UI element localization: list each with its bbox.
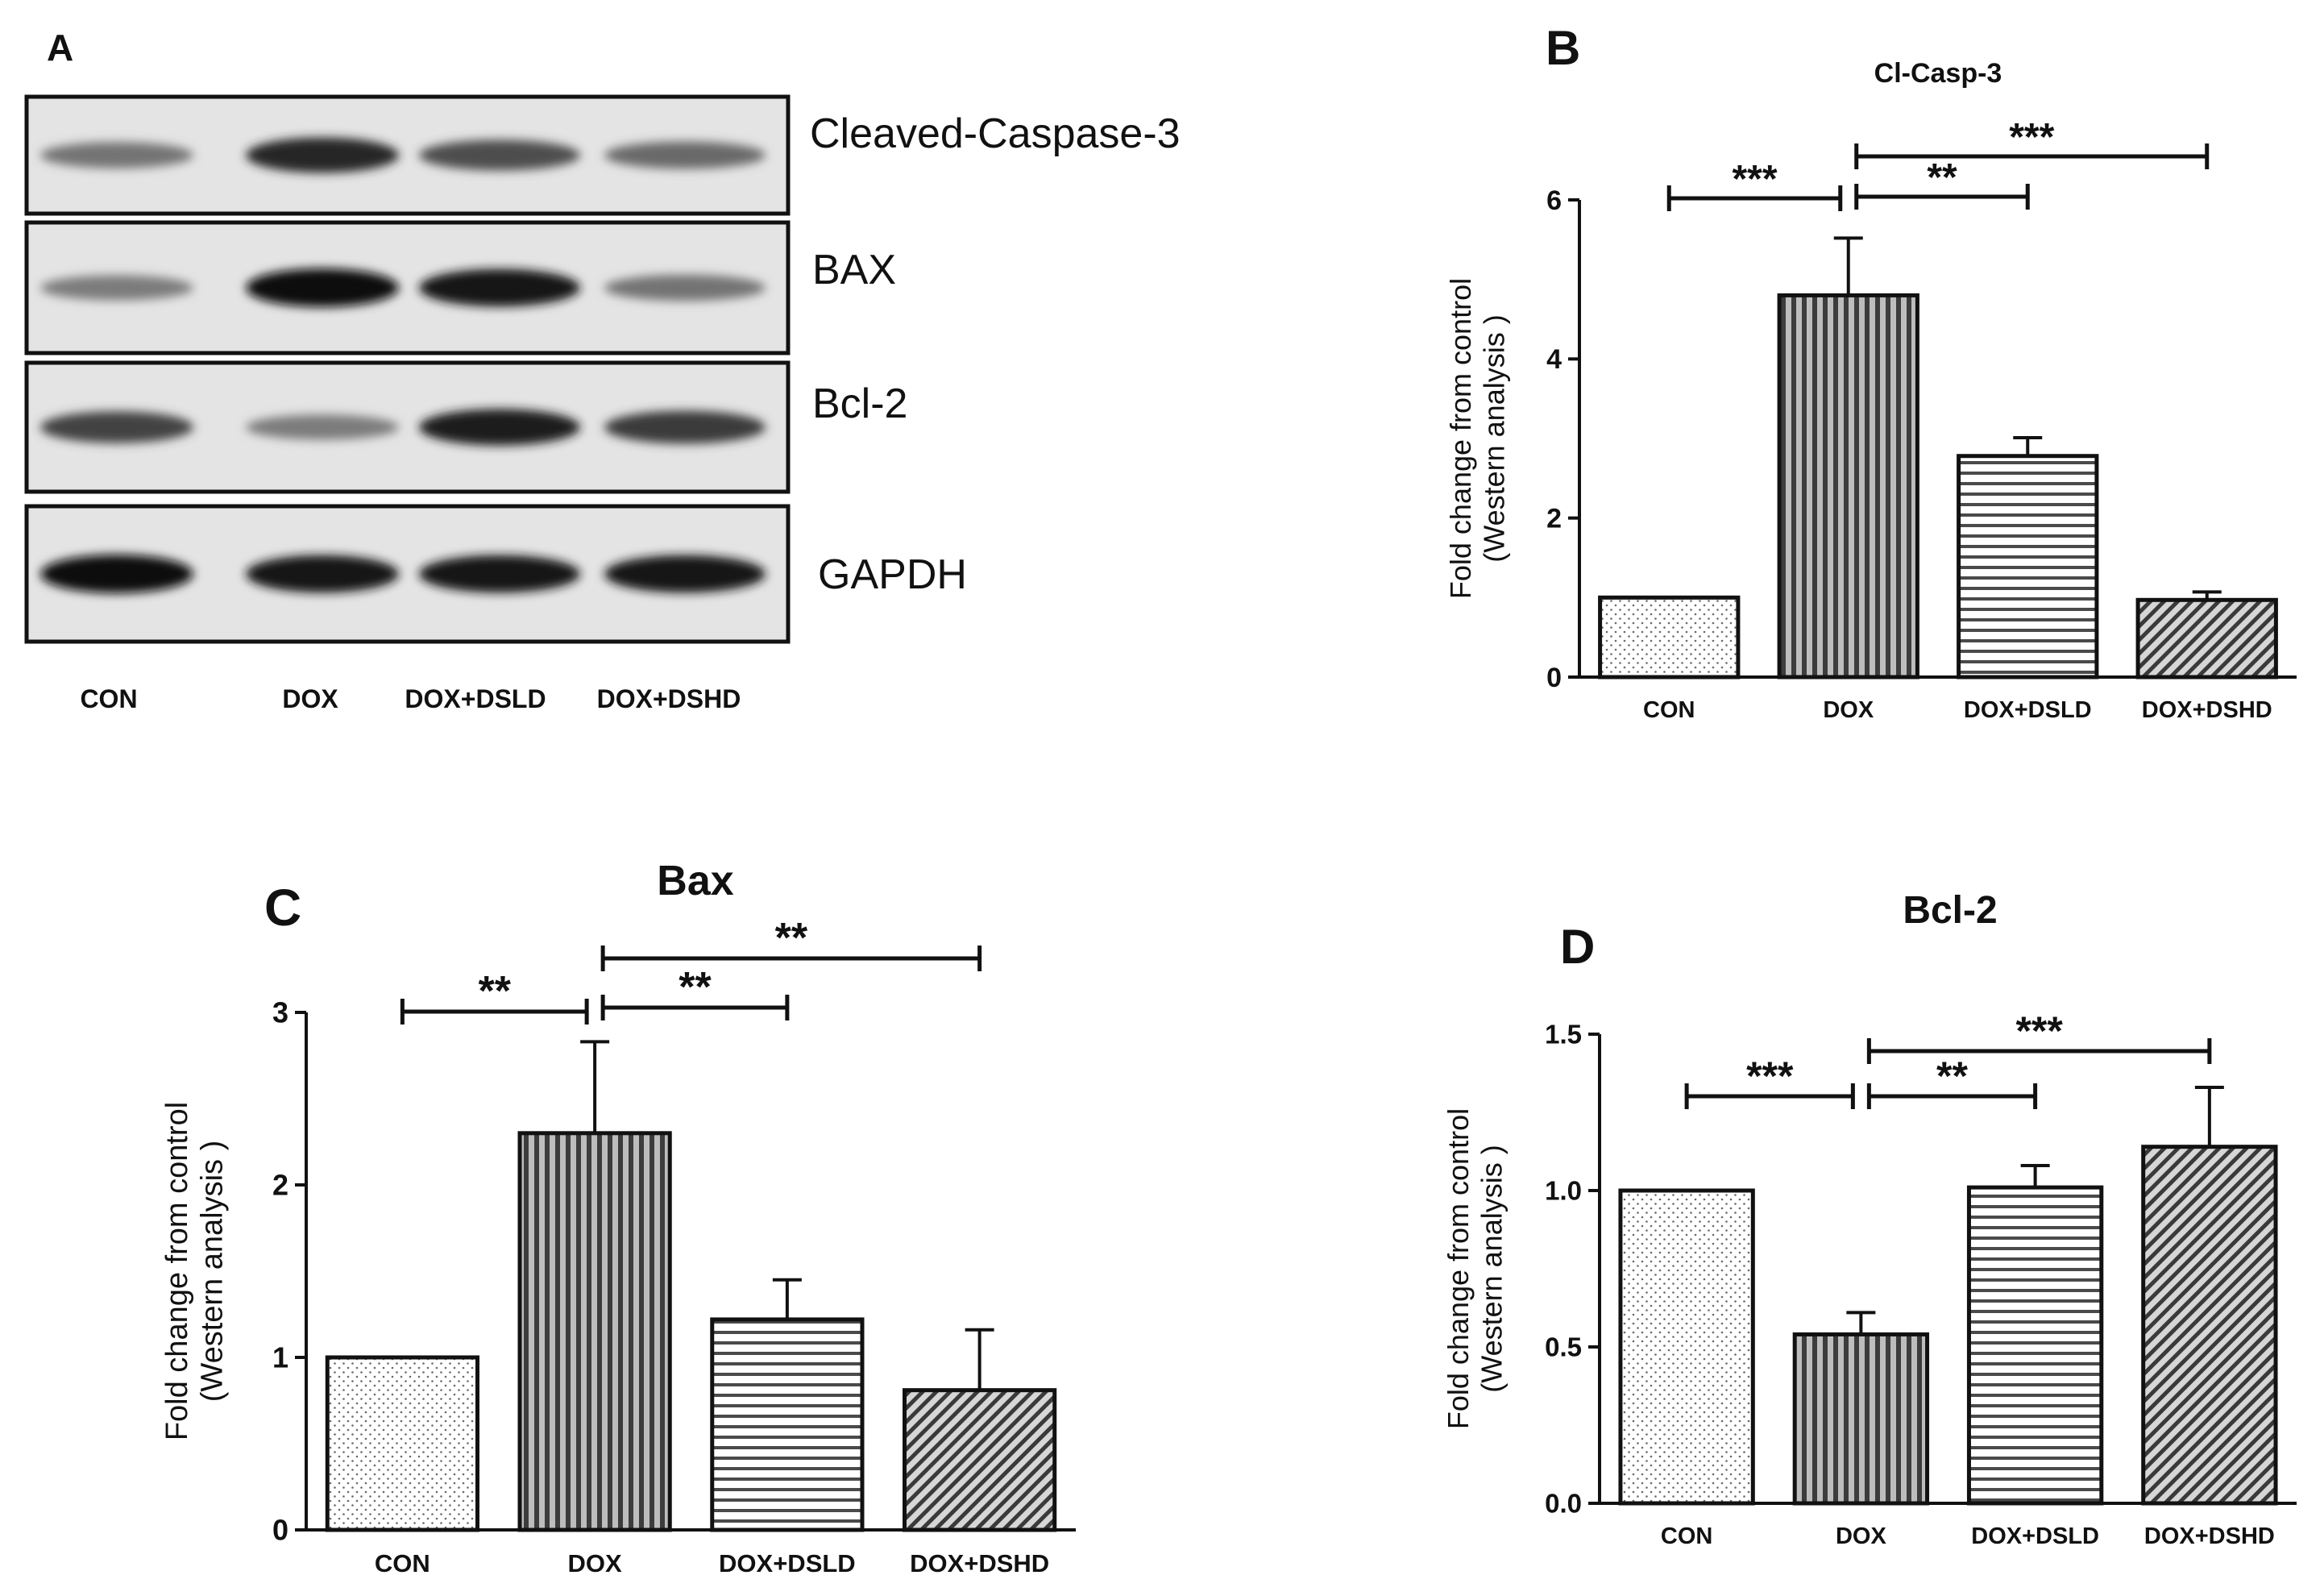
blot-row: Cleaved-Caspase-3 [24, 94, 1181, 216]
western-blot-panel: A Cleaved-Caspase-3 BAX Bcl-2 GAPDH CON DOX D… [24, 27, 1181, 713]
x-tick-label: CON [375, 1549, 430, 1577]
significance-label: ** [679, 964, 712, 1011]
y-tick-label: 1 [272, 1341, 288, 1374]
blot-band [246, 137, 399, 173]
y-tick-label: 3 [272, 996, 288, 1029]
bcl-2-bar-chart: D Bcl-2 Fold change from control (Western a… [1442, 889, 2297, 1549]
y-axis-label: (Western analysis ) [1477, 314, 1510, 562]
bar [1598, 595, 1741, 680]
significance-label: *** [2015, 1008, 2063, 1054]
x-tick-label: CON [1661, 1523, 1712, 1549]
panel-a-label: A [47, 27, 73, 69]
bar [1957, 454, 2099, 680]
blot-lane-label: DOX+DSHD [597, 684, 741, 713]
bar [710, 1317, 865, 1532]
significance-label: ** [479, 968, 512, 1015]
blot-label: GAPDH [818, 551, 967, 598]
x-tick-label: DOX+DSLD [1971, 1523, 2099, 1549]
y-tick-label: 0 [1546, 663, 1562, 693]
blot-band [40, 555, 193, 593]
x-tick-label: DOX [1836, 1523, 1887, 1549]
blot-band [419, 409, 580, 446]
blot-label: Cleaved-Caspase-3 [810, 110, 1181, 157]
x-tick-label: CON [1643, 697, 1695, 723]
blot-band [604, 555, 766, 593]
blot-band [40, 275, 193, 301]
significance-label: *** [1732, 158, 1777, 201]
blot-lane-label: DOX+DSLD [405, 684, 546, 713]
blot-band [604, 274, 766, 301]
y-axis-label: (Western analysis ) [196, 1141, 230, 1403]
y-axis-label: Fold change from control [160, 1102, 194, 1440]
y-tick-label: 2 [272, 1169, 288, 1202]
cl-casp-3-bar-chart: B Cl-Casp-3 Fold change from control (Weste… [1444, 21, 2297, 723]
bar [1966, 1185, 2104, 1506]
blot-row: BAX [24, 220, 896, 355]
blot-lane-label: CON [80, 684, 137, 713]
x-tick-label: DOX+DSLD [1964, 697, 2092, 723]
blot-band [40, 142, 193, 168]
y-tick-label: 0.0 [1545, 1489, 1582, 1519]
chart-title: Bcl-2 [1903, 889, 1997, 932]
blot-band [419, 139, 580, 171]
blot-band [246, 414, 399, 440]
significance-label: ** [1936, 1054, 1968, 1099]
panel-label: B [1546, 21, 1580, 75]
blot-band [40, 411, 193, 443]
significance-label: *** [2009, 116, 2054, 159]
bar [1792, 1332, 1930, 1506]
blot-band [419, 555, 580, 593]
x-tick-label: DOX [1823, 697, 1874, 723]
panel-label: D [1560, 920, 1595, 974]
bar [2135, 597, 2278, 680]
bar [1777, 293, 1919, 680]
chart-title: Bax [657, 858, 733, 904]
blot-band [246, 268, 399, 307]
y-tick-label: 1.0 [1545, 1176, 1582, 1206]
x-tick-label: DOX [568, 1549, 623, 1577]
blot-label: BAX [812, 247, 896, 293]
significance-label: ** [775, 915, 808, 962]
chart-title: Cl-Casp-3 [1874, 58, 2002, 89]
blot-band [604, 141, 766, 169]
significance-label: *** [1746, 1054, 1794, 1099]
x-tick-label: DOX+DSLD [719, 1549, 856, 1577]
blot-lane-label: DOX [282, 684, 338, 713]
blot-band [604, 410, 766, 444]
blot-band [246, 555, 399, 593]
blot-label: Bcl-2 [812, 380, 907, 427]
blot-row: GAPDH [24, 504, 967, 644]
y-axis-label: Fold change from control [1444, 278, 1477, 599]
bax-bar-chart: C Bax Fold change from control (Western ana… [160, 858, 1076, 1577]
bar [325, 1355, 479, 1532]
blot-band [419, 268, 580, 307]
x-tick-label: DOX+DSHD [2144, 1523, 2275, 1549]
significance-label: ** [1927, 156, 1957, 199]
bar [903, 1388, 1057, 1532]
y-tick-label: 0 [272, 1514, 288, 1547]
x-tick-label: DOX+DSHD [2142, 697, 2272, 723]
y-tick-label: 6 [1546, 185, 1562, 216]
y-tick-label: 1.5 [1545, 1020, 1582, 1049]
y-tick-label: 4 [1546, 344, 1562, 375]
bar [1618, 1188, 1755, 1506]
bar [517, 1131, 672, 1532]
blot-row: Bcl-2 [24, 360, 907, 494]
y-axis-label: (Western analysis ) [1475, 1145, 1508, 1392]
bar [2141, 1145, 2278, 1506]
x-tick-label: DOX+DSHD [910, 1549, 1049, 1577]
panel-label: C [264, 879, 301, 937]
y-tick-label: 2 [1546, 504, 1562, 534]
y-axis-label: Fold change from control [1442, 1108, 1475, 1429]
y-tick-label: 0.5 [1545, 1332, 1582, 1362]
